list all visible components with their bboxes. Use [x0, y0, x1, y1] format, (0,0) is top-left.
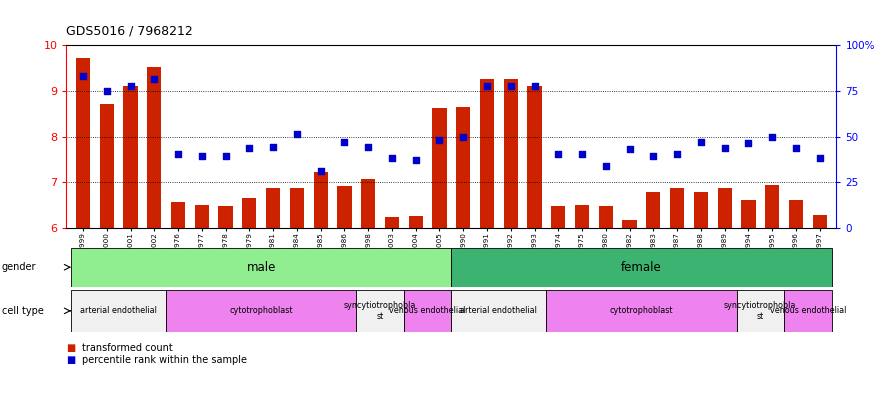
Point — [527, 83, 542, 90]
Bar — [409, 216, 423, 228]
Point — [742, 140, 756, 147]
Bar — [622, 220, 636, 228]
Bar — [504, 79, 518, 228]
Bar — [718, 188, 732, 228]
Text: cell type: cell type — [2, 306, 43, 316]
Bar — [76, 57, 90, 228]
Text: ■: ■ — [66, 354, 75, 365]
Bar — [670, 188, 684, 228]
Bar — [71, 248, 451, 287]
Bar — [765, 185, 780, 228]
Point — [504, 83, 518, 90]
Point — [289, 131, 304, 138]
Point — [147, 75, 161, 82]
Point — [433, 137, 447, 143]
Bar — [480, 79, 494, 228]
Point — [646, 152, 660, 159]
Bar — [742, 200, 756, 228]
Bar — [694, 192, 708, 228]
Bar — [123, 86, 138, 228]
Bar — [784, 290, 832, 332]
Bar — [404, 290, 451, 332]
Point — [622, 146, 636, 152]
Bar — [433, 108, 447, 228]
Point — [599, 163, 613, 169]
Point — [242, 145, 257, 151]
Point — [551, 151, 566, 157]
Bar — [337, 186, 351, 228]
Point — [195, 152, 209, 159]
Bar — [598, 206, 613, 228]
Bar — [736, 290, 784, 332]
Point — [765, 133, 780, 140]
Bar — [313, 172, 327, 228]
Point — [456, 133, 470, 140]
Point — [575, 151, 589, 157]
Bar — [266, 188, 281, 228]
Point — [337, 139, 351, 145]
Point — [313, 168, 327, 174]
Bar — [646, 192, 660, 228]
Bar — [551, 206, 566, 228]
Point — [694, 139, 708, 145]
Text: arterial endothelial: arterial endothelial — [460, 307, 537, 315]
Bar — [451, 248, 832, 287]
Point — [123, 83, 138, 90]
Bar — [100, 104, 114, 228]
Text: venous endothelial: venous endothelial — [770, 307, 846, 315]
Point — [812, 155, 827, 162]
Point — [385, 155, 399, 162]
Text: arterial endothelial: arterial endothelial — [81, 307, 158, 315]
Text: syncytiotrophobla
st: syncytiotrophobla st — [724, 301, 796, 321]
Text: cytotrophoblast: cytotrophoblast — [610, 307, 673, 315]
Text: ■: ■ — [66, 343, 75, 353]
Point — [361, 143, 375, 150]
Bar — [242, 198, 257, 228]
Point — [266, 143, 281, 150]
Bar — [195, 205, 209, 228]
Bar — [451, 290, 546, 332]
Text: transformed count: transformed count — [82, 343, 173, 353]
Text: female: female — [621, 261, 662, 274]
Point — [718, 145, 732, 151]
Bar — [527, 86, 542, 228]
Point — [670, 151, 684, 157]
Text: male: male — [247, 261, 276, 274]
Bar — [812, 215, 827, 228]
Point — [789, 145, 803, 151]
Bar — [219, 206, 233, 228]
Bar — [546, 290, 736, 332]
Text: venous endothelial: venous endothelial — [389, 307, 466, 315]
Point — [100, 88, 114, 94]
Bar — [166, 290, 357, 332]
Bar — [385, 217, 399, 228]
Point — [480, 83, 494, 90]
Bar — [575, 205, 589, 228]
Bar — [289, 188, 304, 228]
Point — [171, 151, 185, 157]
Bar — [789, 200, 803, 228]
Text: cytotrophoblast: cytotrophoblast — [229, 307, 293, 315]
Text: GDS5016 / 7968212: GDS5016 / 7968212 — [66, 24, 193, 37]
Bar — [361, 179, 375, 228]
Bar — [147, 67, 161, 228]
Point — [219, 152, 233, 159]
Bar — [71, 290, 166, 332]
Bar — [456, 107, 470, 228]
Bar — [357, 290, 404, 332]
Point — [76, 73, 90, 79]
Bar — [171, 202, 185, 228]
Text: percentile rank within the sample: percentile rank within the sample — [82, 354, 247, 365]
Point — [409, 157, 423, 163]
Text: gender: gender — [2, 262, 36, 272]
Text: syncytiotrophobla
st: syncytiotrophobla st — [344, 301, 416, 321]
